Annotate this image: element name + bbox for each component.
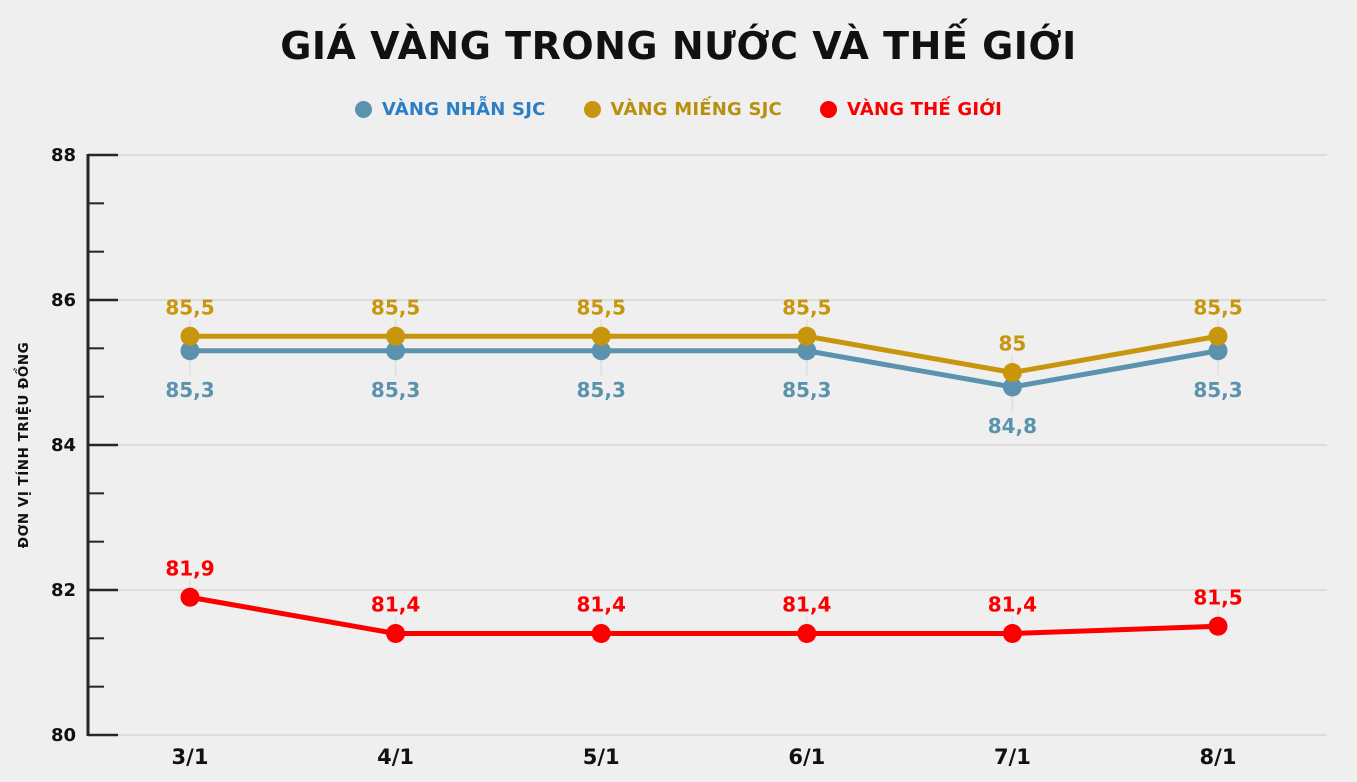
data-point-marker	[1002, 377, 1022, 397]
legend-item-vang-nhan-sjc: VÀNG NHẪN SJC	[354, 99, 546, 120]
series-line-VÀNG THẾ GIỚI	[187, 594, 1221, 636]
x-axis-label: 3/1	[172, 745, 209, 769]
chart-legend: VÀNG NHẪN SJC VÀNG MIẾNG SJC VÀNG THẾ GI…	[0, 99, 1357, 120]
data-point-marker	[1208, 341, 1228, 361]
data-point-marker	[797, 624, 817, 643]
data-point-marker	[591, 341, 611, 361]
data-point-marker	[180, 587, 200, 607]
data-point-label: 81,9	[165, 556, 214, 580]
x-axis-label: 5/1	[583, 745, 620, 769]
data-point-marker	[1002, 624, 1022, 643]
data-point-marker	[591, 624, 611, 643]
x-axis-label: 8/1	[1200, 745, 1237, 769]
chart-title: GIÁ VÀNG TRONG NƯỚC VÀ THẾ GIỚI	[280, 24, 1077, 68]
legend-dot-gold-icon	[583, 101, 601, 118]
x-axis-label: 6/1	[788, 745, 825, 769]
data-point-marker	[797, 341, 817, 361]
data-point-marker	[180, 326, 200, 346]
data-point-label: 81,4	[371, 593, 420, 617]
data-point-marker	[180, 341, 200, 361]
data-point-label: 85,3	[371, 378, 420, 402]
legend-item-vang-the-gioi: VÀNG THẾ GIỚI	[819, 99, 1003, 120]
data-point-marker	[386, 624, 406, 643]
data-point-label: 85,5	[1193, 295, 1242, 319]
y-tick-label: 88	[51, 145, 76, 166]
x-axis-label: 4/1	[377, 745, 414, 769]
series-line-VÀNG NHẪN SJC	[187, 348, 1221, 390]
y-tick-label: 84	[51, 435, 76, 456]
data-point-label: 84,8	[988, 414, 1037, 438]
legend-label: VÀNG MIẾNG SJC	[610, 99, 782, 120]
data-point-marker	[386, 326, 406, 346]
data-point-label: 85,3	[782, 378, 831, 402]
data-point-label: 85,3	[577, 378, 626, 402]
legend-dot-red-icon	[819, 101, 837, 118]
legend-dot-blue-icon	[354, 101, 372, 118]
data-point-label: 85,5	[782, 295, 831, 319]
data-point-label: 85,5	[371, 295, 420, 319]
data-point-marker	[1002, 363, 1022, 382]
data-point-label: 85,5	[165, 295, 214, 319]
series-line-VÀNG MIẾNG SJC	[187, 333, 1221, 375]
data-point-marker	[1208, 616, 1228, 636]
data-point-marker	[1208, 326, 1228, 346]
y-axis-title: ĐƠN VỊ TÍNH TRIỆU ĐỒNG	[13, 342, 32, 548]
data-point-label: 85,5	[577, 295, 626, 319]
data-point-label: 81,4	[782, 593, 831, 617]
data-point-label: 81,4	[988, 593, 1037, 617]
y-tick-label: 80	[51, 725, 76, 746]
x-axis-label: 7/1	[994, 745, 1031, 769]
data-point-marker	[797, 326, 817, 346]
legend-label: VÀNG THẾ GIỚI	[846, 99, 1003, 120]
data-point-label: 85,3	[1193, 378, 1242, 402]
data-point-label: 85,3	[165, 378, 214, 402]
legend-label: VÀNG NHẪN SJC	[381, 99, 546, 120]
data-point-label: 81,4	[577, 593, 626, 617]
data-point-marker	[591, 326, 611, 346]
data-point-marker	[386, 341, 406, 361]
legend-item-vang-mieng-sjc: VÀNG MIẾNG SJC	[583, 99, 782, 120]
y-tick-label: 86	[51, 290, 76, 311]
data-point-label: 85	[998, 332, 1026, 356]
y-tick-label: 82	[51, 580, 76, 601]
data-point-label: 81,5	[1193, 585, 1242, 609]
